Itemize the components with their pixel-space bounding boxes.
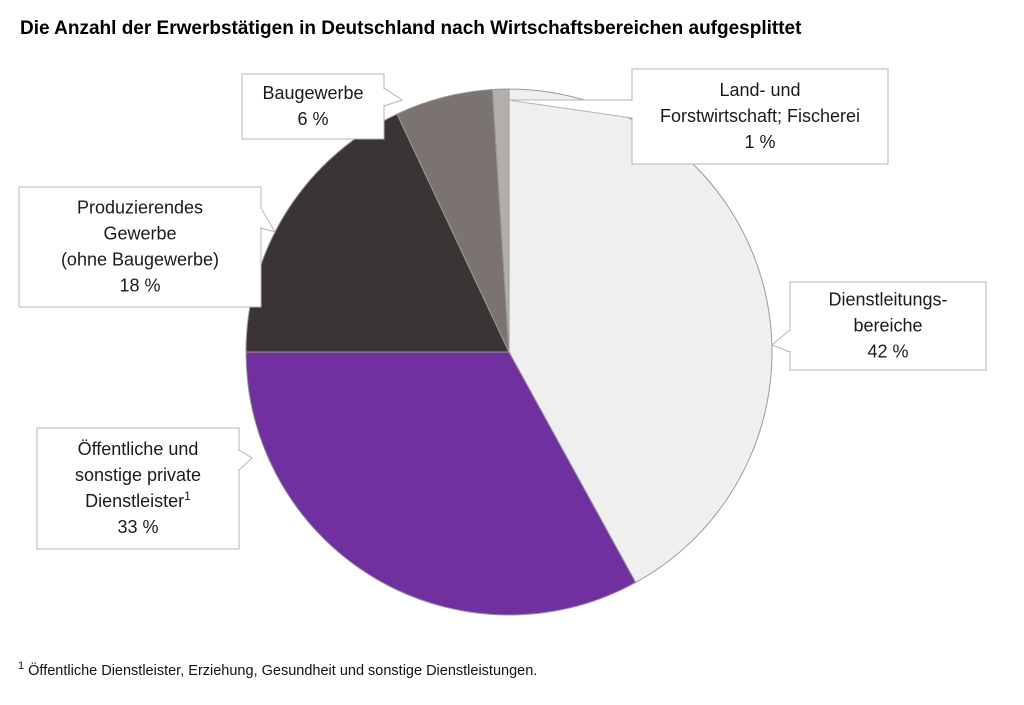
callout-label-line: Land- und	[719, 80, 800, 100]
callout-label-line: Dienstleister1	[85, 489, 191, 511]
callout-label-line: Dienstleitungs-	[828, 290, 947, 310]
footnote-text: Öffentliche Dienstleister, Erziehung, Ge…	[28, 662, 538, 679]
callout-value-label: 1 %	[744, 132, 775, 152]
slice-oeffentliche-dienstleister	[245, 351, 637, 616]
footnote-marker: 1	[18, 660, 25, 672]
label-dienstleistungsbereiche: Dienstleitungs-bereiche 42 %	[771, 281, 987, 371]
callout-value-label: 33 %	[117, 517, 158, 537]
label-produzierendes-gewerbe: Produzierendes Gewerbe (ohne Baugewerbe) 18…	[18, 186, 277, 308]
label-land-forstwirtschaft: Land- und Forstwirtschaft; Fischerei 1 %	[507, 68, 889, 165]
slice-land-forstwirtschaft	[491, 88, 510, 353]
footnote: 1 Öffentliche Dienstleister, Erziehung, …	[18, 660, 537, 679]
label-oeffentliche-dienstleister: Öffentliche und sonstige private Dienstlei…	[36, 427, 253, 550]
pie-slices	[245, 88, 773, 616]
callout-value-label: 6 %	[297, 109, 328, 129]
callout-label-line: Gewerbe	[103, 224, 176, 244]
callout-label-line: (ohne Baugewerbe)	[61, 250, 219, 270]
callout-label-line: sonstige private	[75, 465, 201, 485]
callout-label-line: Öffentliche und	[78, 439, 199, 459]
pie-callouts: Dienstleitungs-bereiche 42 % Öffentliche u…	[18, 68, 987, 550]
callout-label-line: Forstwirtschaft; Fischerei	[660, 106, 860, 126]
label-baugewerbe: Baugewerbe 6 %	[241, 73, 404, 140]
callout-label-line: bereiche	[853, 316, 922, 336]
callout-label-line: Baugewerbe	[262, 83, 363, 103]
callout-value-label: 18 %	[119, 276, 160, 296]
callout-label-line: Produzierendes	[77, 198, 203, 218]
chart-title: Die Anzahl der Erwerbstätigen in Deutsch…	[20, 18, 802, 39]
callout-value-label: 42 %	[867, 342, 908, 362]
